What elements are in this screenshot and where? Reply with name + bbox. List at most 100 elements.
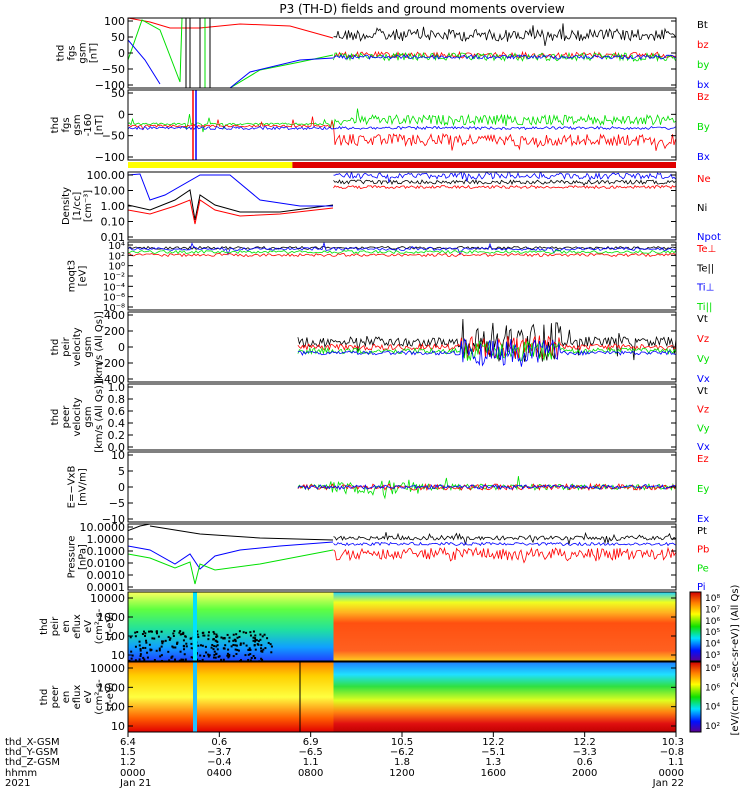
spectrum-pixel [184,658,187,661]
spectrum-pixel [212,637,215,640]
xtick-label-hhmm: 1600 [481,768,506,779]
ytick-label: 0.0010 [87,569,126,582]
xtick-label-hhmm: 0400 [207,768,232,779]
ytick-label: 0.0100 [87,557,126,570]
xtick-label-hhmm: 0800 [298,768,323,779]
spectrum-pixel [178,659,181,661]
colorbar-label: [eV/(cm^2-sec-sr-eV)] (All Qs) [730,584,741,735]
spectrum-pixel [262,648,265,651]
colorbar-tick: 10³ [705,651,720,661]
spectrum-pixel [227,648,230,651]
xtick-label-z: 1.3 [485,757,501,768]
spectrum-pixel [129,636,132,639]
xtick-label-hhmm: 2000 [572,768,597,779]
spectrum-pixel [211,644,214,647]
spectrum-pixel [238,630,241,633]
spectrum-pixel [151,637,154,640]
legend-Ni: Ni [697,203,707,214]
spectrum-pixel [222,647,225,650]
spectrum-pixel [210,646,213,649]
spectrum-pixel [270,651,273,654]
ylabel-line: [km/s (All Qs)] [94,381,105,453]
spectrum-pixel [254,638,257,641]
legend-Ez: Ez [697,454,709,465]
spectrum-pixel [201,644,204,647]
spectrum-pixel [254,634,257,637]
ylabel-line: peer [50,685,61,709]
spectrum-pixel [261,650,264,653]
ytick-label: 10000 [90,662,125,675]
spectrum-pixel [245,644,248,647]
ylabel-line: thd [56,45,67,62]
series-ni-early [128,189,334,221]
xaxis-row-label: thd_Y-GSM [5,747,58,758]
colorbar-tick: 10⁷ [705,605,720,615]
plot-title: P3 (TH-D) fields and ground moments over… [279,2,564,16]
spectrum-pixel [252,630,255,633]
spectrum-pixel [242,631,245,634]
panel-density-data [128,172,676,225]
ylabel-line: velocity [72,397,83,436]
spectrum-pixel [266,637,269,640]
xtick-label-x: 12.2 [482,737,504,748]
xtick-label-x: 6.4 [120,737,136,748]
ylabel-line: [nT] [94,115,105,135]
spectrum-pixel [197,636,200,639]
ylabel-line: fgs [61,117,72,132]
series-pt-early [128,524,153,532]
legend-Ey: Ey [697,484,709,495]
ytick-label: 0.6 [108,405,126,418]
ylabel-line: [mV/m] [78,468,89,506]
panel-frame [127,451,677,523]
panel-frame [127,523,677,591]
series-vy [297,340,676,362]
spectrum-pixel [247,658,250,661]
spectrum-pixel [255,639,258,642]
spectrum-pixel [217,655,220,658]
series-npot [333,172,676,183]
spectrum-pixel [201,658,204,661]
ylabel-line: [nPa] [78,544,89,570]
ytick-label: 50 [111,31,125,44]
ylabel-line: thd [50,117,61,134]
spectrum-pixel [146,651,149,654]
spectrum-pixel [171,645,174,648]
panel-efield: 10 5 0 −5 −10 E=−VxB [mV/m] Ez Ey Ex [67,449,710,526]
spectrum-pixel [232,655,235,658]
xtick-label-z: 0.6 [577,757,593,768]
spectrum-pixel [216,648,219,651]
series-bx [333,54,676,60]
spectrum-pixel [172,646,175,649]
spectrum-pixel [168,659,171,661]
spectrum-pixel [179,630,182,633]
spectrum-pixel [136,631,139,634]
spectrum-pixel [222,637,225,640]
spectrum-pixel [201,631,204,634]
spectrum-pixel [216,644,219,647]
spectrum-pixel [153,637,156,640]
xtick-label-hhmm: 0000 [120,768,145,779]
ytick-label: −200 [95,357,125,370]
colorbar-tick: 10⁸ [705,664,720,674]
series-pi [333,541,676,547]
legend-Ne: Ne [697,174,711,185]
colorbar-tick: 10² [705,722,720,732]
spectrum-pixel [160,659,163,661]
panel-fgs: 100 50 0 −50 −100 thd fgs gsm [nT] Bt bz by bx [56,15,710,92]
spectrum-pixel [228,655,231,658]
spectrum-pixel [247,653,250,656]
ytick-label: −100 [95,79,125,92]
spectrum-pixel [203,655,206,658]
spectrum-pixel [228,636,231,639]
xaxis-row-label: thd_X-GSM [5,737,60,748]
ytick-label: 0 [118,47,125,60]
spectrum-pixel [214,656,217,659]
spectrum-pixel [128,659,131,661]
legend-Bz: Bz [697,92,709,103]
spectrum-pixel [235,633,238,636]
series-vt [297,318,676,362]
spectrum-pixel [196,630,199,633]
spectrum-pixel [227,656,230,659]
